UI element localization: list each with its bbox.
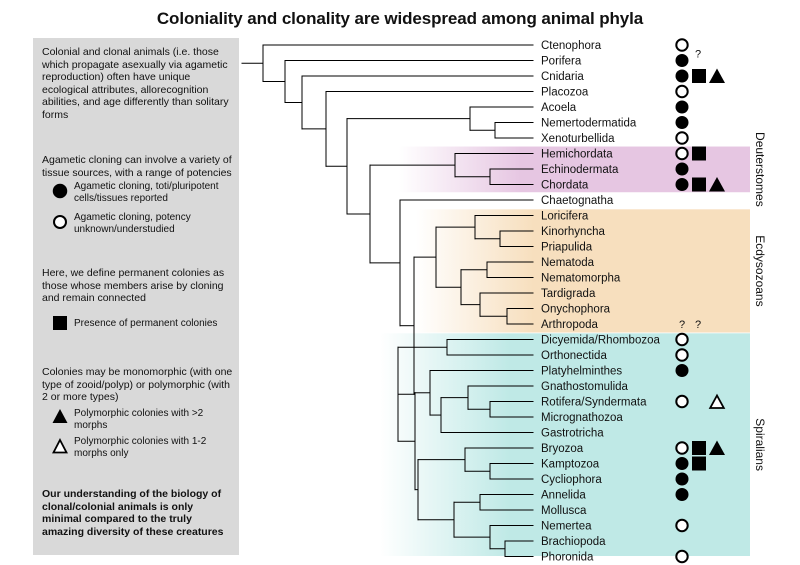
taxon-labels: Ctenophora Porifera Cnidaria Placozoa Acoela… [541,40,660,564]
open-circle-icon [675,146,689,161]
uncertain-cloning-mark: ? [679,319,685,331]
filled-square-icon [692,177,706,192]
filled-triangle-icon [52,409,68,423]
taxon-cycliophora: Cycliophora [541,474,602,486]
taxon-nematoda: Nematoda [541,257,595,269]
open-circle-icon [675,38,689,52]
filled-square-icon [53,316,67,330]
taxon-chordata: Chordata [541,180,589,192]
legend-morph-intro: Colonies may be monomorphic (with one ty… [42,366,233,403]
uncertain-colony-mark: ? [695,319,701,331]
filled-circle-icon [675,178,689,191]
figure-title: Coloniality and clonality are widespread… [156,9,644,28]
taxon-placozoa: Placozoa [541,87,589,99]
legend-filled-triangle: Polymorphic colonies with >2 morphs [74,408,204,431]
taxon-echinodermata: Echinodermata [541,164,619,176]
filled-square-icon [692,146,706,161]
filled-circle-icon [675,162,689,176]
taxon-nemertea: Nemertea [541,521,592,533]
taxon-acoela: Acoela [541,102,577,114]
taxon-ctenophora: Ctenophora [541,40,602,52]
legend-intro: Colonial and clonal animals (i.e. those … [42,46,229,121]
taxon-gnathostomulida: Gnathostomulida [541,381,629,393]
open-circle-icon [675,348,689,362]
open-circle-icon [675,549,689,564]
taxon-xenoturbellida: Xenoturbellida [541,133,615,145]
taxon-micrognathozoa: Micrognathozoa [541,412,623,424]
taxon-arthropoda: Arthropoda [541,319,599,331]
filled-circle-icon [675,364,689,377]
filled-triangle-icon [709,177,725,192]
filled-square-icon [692,69,706,83]
taxon-kamptozoa: Kamptozoa [541,459,600,471]
uncertain-mark: ? [695,49,701,61]
taxon-loricifera: Loricifera [541,211,589,223]
deuterostomes-band [399,146,750,193]
taxon-annelida: Annelida [541,490,586,502]
taxon-rotifera-syndermata: Rotifera/Syndermata [541,397,647,409]
clade-label-deuterostomes: Deuterstomes [753,132,767,207]
taxon-phoronida: Phoronida [541,552,594,564]
taxon-cnidaria: Cnidaria [541,71,584,83]
legend-cloning-intro: Agametic cloning can involve a variety o… [42,154,232,179]
open-circle-icon [675,332,689,347]
legend-square: Presence of permanent colonies [74,318,218,329]
filled-circle-icon [675,457,689,470]
legend-panel: Colonial and clonal animals (i.e. those … [33,38,239,555]
taxon-tardigrada: Tardigrada [541,288,596,300]
taxon-onychophora: Onychophora [541,304,611,316]
trait-symbols: ??? [675,38,726,564]
taxon-priapulida: Priapulida [541,242,593,254]
clade-label-spiralians: Spiralians [753,418,767,471]
taxon-kinorhyncha: Kinorhyncha [541,226,606,238]
filled-circle-icon [675,116,689,129]
open-circle-icon [675,131,689,145]
open-circle-icon [675,394,689,409]
taxon-platyhelminthes: Platyhelminthes [541,366,622,378]
filled-triangle-icon [709,68,725,83]
filled-circle-icon [52,183,68,199]
taxon-nemertodermatida: Nemertodermatida [541,118,637,130]
filled-square-icon [692,441,706,455]
ecdysozoans-band [416,209,750,333]
filled-circle-icon [675,488,689,501]
filled-circle-icon [675,69,689,83]
taxon-orthonectida: Orthonectida [541,350,607,362]
legend-conclusion: Our understanding of the biology of clon… [42,488,224,538]
tree-branches [241,44,534,557]
taxon-dicyemida-rhombozoa: Dicyemida/Rhombozoa [541,335,660,347]
legend-open-triangle: Polymorphic colonies with 1-2 morphs onl… [74,436,207,459]
taxon-bryozoa: Bryozoa [541,443,584,455]
filled-square-icon [692,456,706,471]
open-circle-icon [675,518,689,533]
legend-colony-intro: Here, we define permanent colonies as th… [42,267,225,304]
clade-label-ecdysozoans: Ecdysozoans [753,235,767,306]
open-circle-icon [675,84,689,99]
filled-circle-icon [675,100,689,114]
legend-filled-circle: Agametic cloning, toti/pluripotent cells… [74,181,219,204]
open-triangle-icon [708,393,726,409]
legend-open-circle: Agametic cloning, potency unknown/unders… [74,212,191,235]
open-triangle-icon [52,438,68,454]
filled-circle-icon [675,472,689,486]
taxon-mollusca: Mollusca [541,505,587,517]
taxon-gastrotricha: Gastrotricha [541,428,604,440]
clade-labels: Deuterstomes Ecdysozoans Spiralians [753,132,767,471]
taxon-nematomorpha: Nematomorpha [541,273,621,285]
filled-circle-icon [675,54,689,67]
taxon-hemichordata: Hemichordata [541,149,613,161]
taxon-porifera: Porifera [541,56,582,68]
open-circle-icon [53,215,67,229]
filled-triangle-icon [709,440,725,455]
taxon-brachiopoda: Brachiopoda [541,536,606,548]
open-circle-icon [675,441,689,455]
taxon-chaetognatha: Chaetognatha [541,195,614,207]
